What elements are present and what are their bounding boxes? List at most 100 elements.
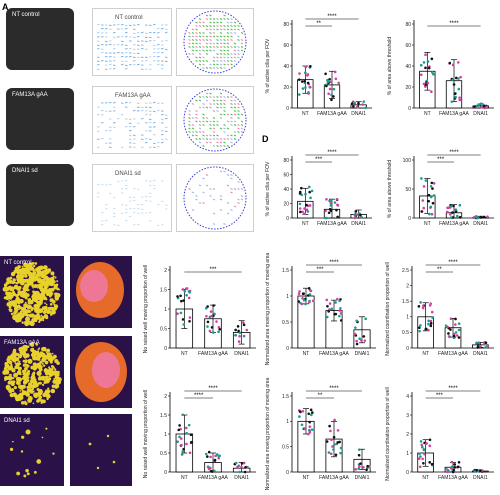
circle-vector — [230, 141, 233, 144]
data-point — [180, 443, 183, 447]
data-point — [475, 468, 479, 472]
data-point — [454, 317, 457, 321]
seg-blob — [34, 308, 39, 313]
data-point — [179, 311, 183, 315]
data-point — [308, 425, 312, 429]
flow-vector — [148, 31, 152, 34]
data-point — [310, 189, 314, 193]
circle-vector — [202, 124, 205, 126]
x-tick-label: DNAI1 — [355, 351, 370, 357]
circle-vector — [233, 113, 237, 116]
circle-vector — [219, 103, 223, 105]
seg-blob — [19, 390, 22, 392]
seg-blob — [30, 281, 34, 285]
seg-blob — [7, 359, 11, 363]
flow-vector — [152, 101, 156, 104]
data-point — [451, 78, 454, 82]
data-point — [427, 319, 430, 323]
x-tick-label: NT — [181, 351, 188, 357]
circle-vector — [230, 39, 233, 41]
circle-vector — [198, 202, 202, 204]
circle-vector — [202, 25, 205, 27]
seg-blob — [36, 400, 39, 403]
seg-blob — [4, 378, 7, 382]
circle-vector — [188, 117, 191, 119]
circle-vector — [216, 124, 219, 126]
y-tick-label: 1.5 — [402, 299, 409, 305]
circle-vector — [205, 49, 209, 52]
seg-blob — [56, 287, 59, 291]
seg-blob — [37, 365, 41, 369]
data-point — [234, 328, 237, 332]
seg-blob — [7, 279, 10, 282]
circle-vector — [216, 120, 219, 123]
data-point — [480, 105, 483, 109]
data-point — [184, 426, 188, 430]
circle-vector — [216, 18, 219, 20]
circle-vector — [195, 134, 198, 137]
circle-vector — [212, 96, 216, 98]
seg-heat-nt-svg — [76, 262, 124, 318]
flow-vector — [156, 204, 160, 206]
circle-vector — [195, 56, 198, 59]
data-point — [176, 295, 179, 298]
flow-vector — [164, 39, 168, 42]
data-point — [428, 444, 432, 448]
circle-vector — [205, 134, 209, 137]
flow-vector — [144, 141, 148, 144]
seg-blob — [24, 301, 27, 304]
flow-vector — [124, 60, 128, 62]
seg-blob — [54, 376, 59, 380]
flow-vector — [152, 134, 156, 136]
data-point — [477, 103, 481, 107]
flow-vector — [116, 43, 120, 46]
seg-blob — [33, 283, 38, 289]
seg-blob — [10, 303, 13, 306]
circle-vector — [230, 25, 233, 27]
circle-vector — [209, 124, 212, 126]
data-point — [325, 84, 328, 88]
seg-blob — [32, 264, 36, 268]
flow-vector — [148, 106, 152, 109]
circle-vector — [209, 18, 212, 20]
flow-vector — [96, 183, 100, 186]
seg-blob — [51, 309, 56, 315]
data-point — [364, 106, 367, 110]
x-tick-label: NT — [303, 475, 310, 481]
data-point — [181, 288, 185, 291]
seg-blob — [33, 365, 38, 370]
data-point — [217, 456, 221, 460]
data-point — [298, 72, 301, 75]
circle-vector — [223, 39, 226, 41]
seg-blob — [45, 351, 48, 354]
seg-blob — [36, 388, 40, 392]
flow-vector — [124, 31, 128, 34]
data-point — [215, 320, 218, 323]
data-point — [358, 465, 361, 468]
circle-vector — [212, 131, 216, 133]
circle-vector — [216, 28, 219, 31]
data-point — [357, 448, 361, 451]
micro-label-nt: NT control — [12, 12, 40, 18]
circle-vector — [195, 60, 198, 62]
data-point — [326, 80, 330, 83]
flow-vector — [132, 199, 136, 202]
circle-vector — [195, 39, 198, 41]
data-point — [328, 87, 332, 91]
circle-vector — [226, 21, 230, 24]
chart-c6: Normalized area moving proportion of mov… — [265, 253, 376, 365]
y-axis-label: Normalized area moving proportion of mov… — [265, 378, 271, 491]
data-point — [429, 322, 433, 325]
data-point — [188, 316, 192, 319]
seg-yellow-nt: NT control — [0, 256, 64, 328]
y-tick-label: 0.5 — [282, 444, 289, 450]
seg-blob — [54, 368, 57, 371]
seg-blob — [18, 279, 23, 284]
circle-vector — [212, 60, 216, 62]
flow-vector — [136, 31, 140, 34]
micro-image-dnai: DNAI1 sd — [6, 164, 74, 226]
data-point — [427, 199, 431, 203]
data-point — [337, 81, 340, 85]
circle-vector — [237, 106, 240, 109]
circle-vector — [219, 28, 223, 31]
